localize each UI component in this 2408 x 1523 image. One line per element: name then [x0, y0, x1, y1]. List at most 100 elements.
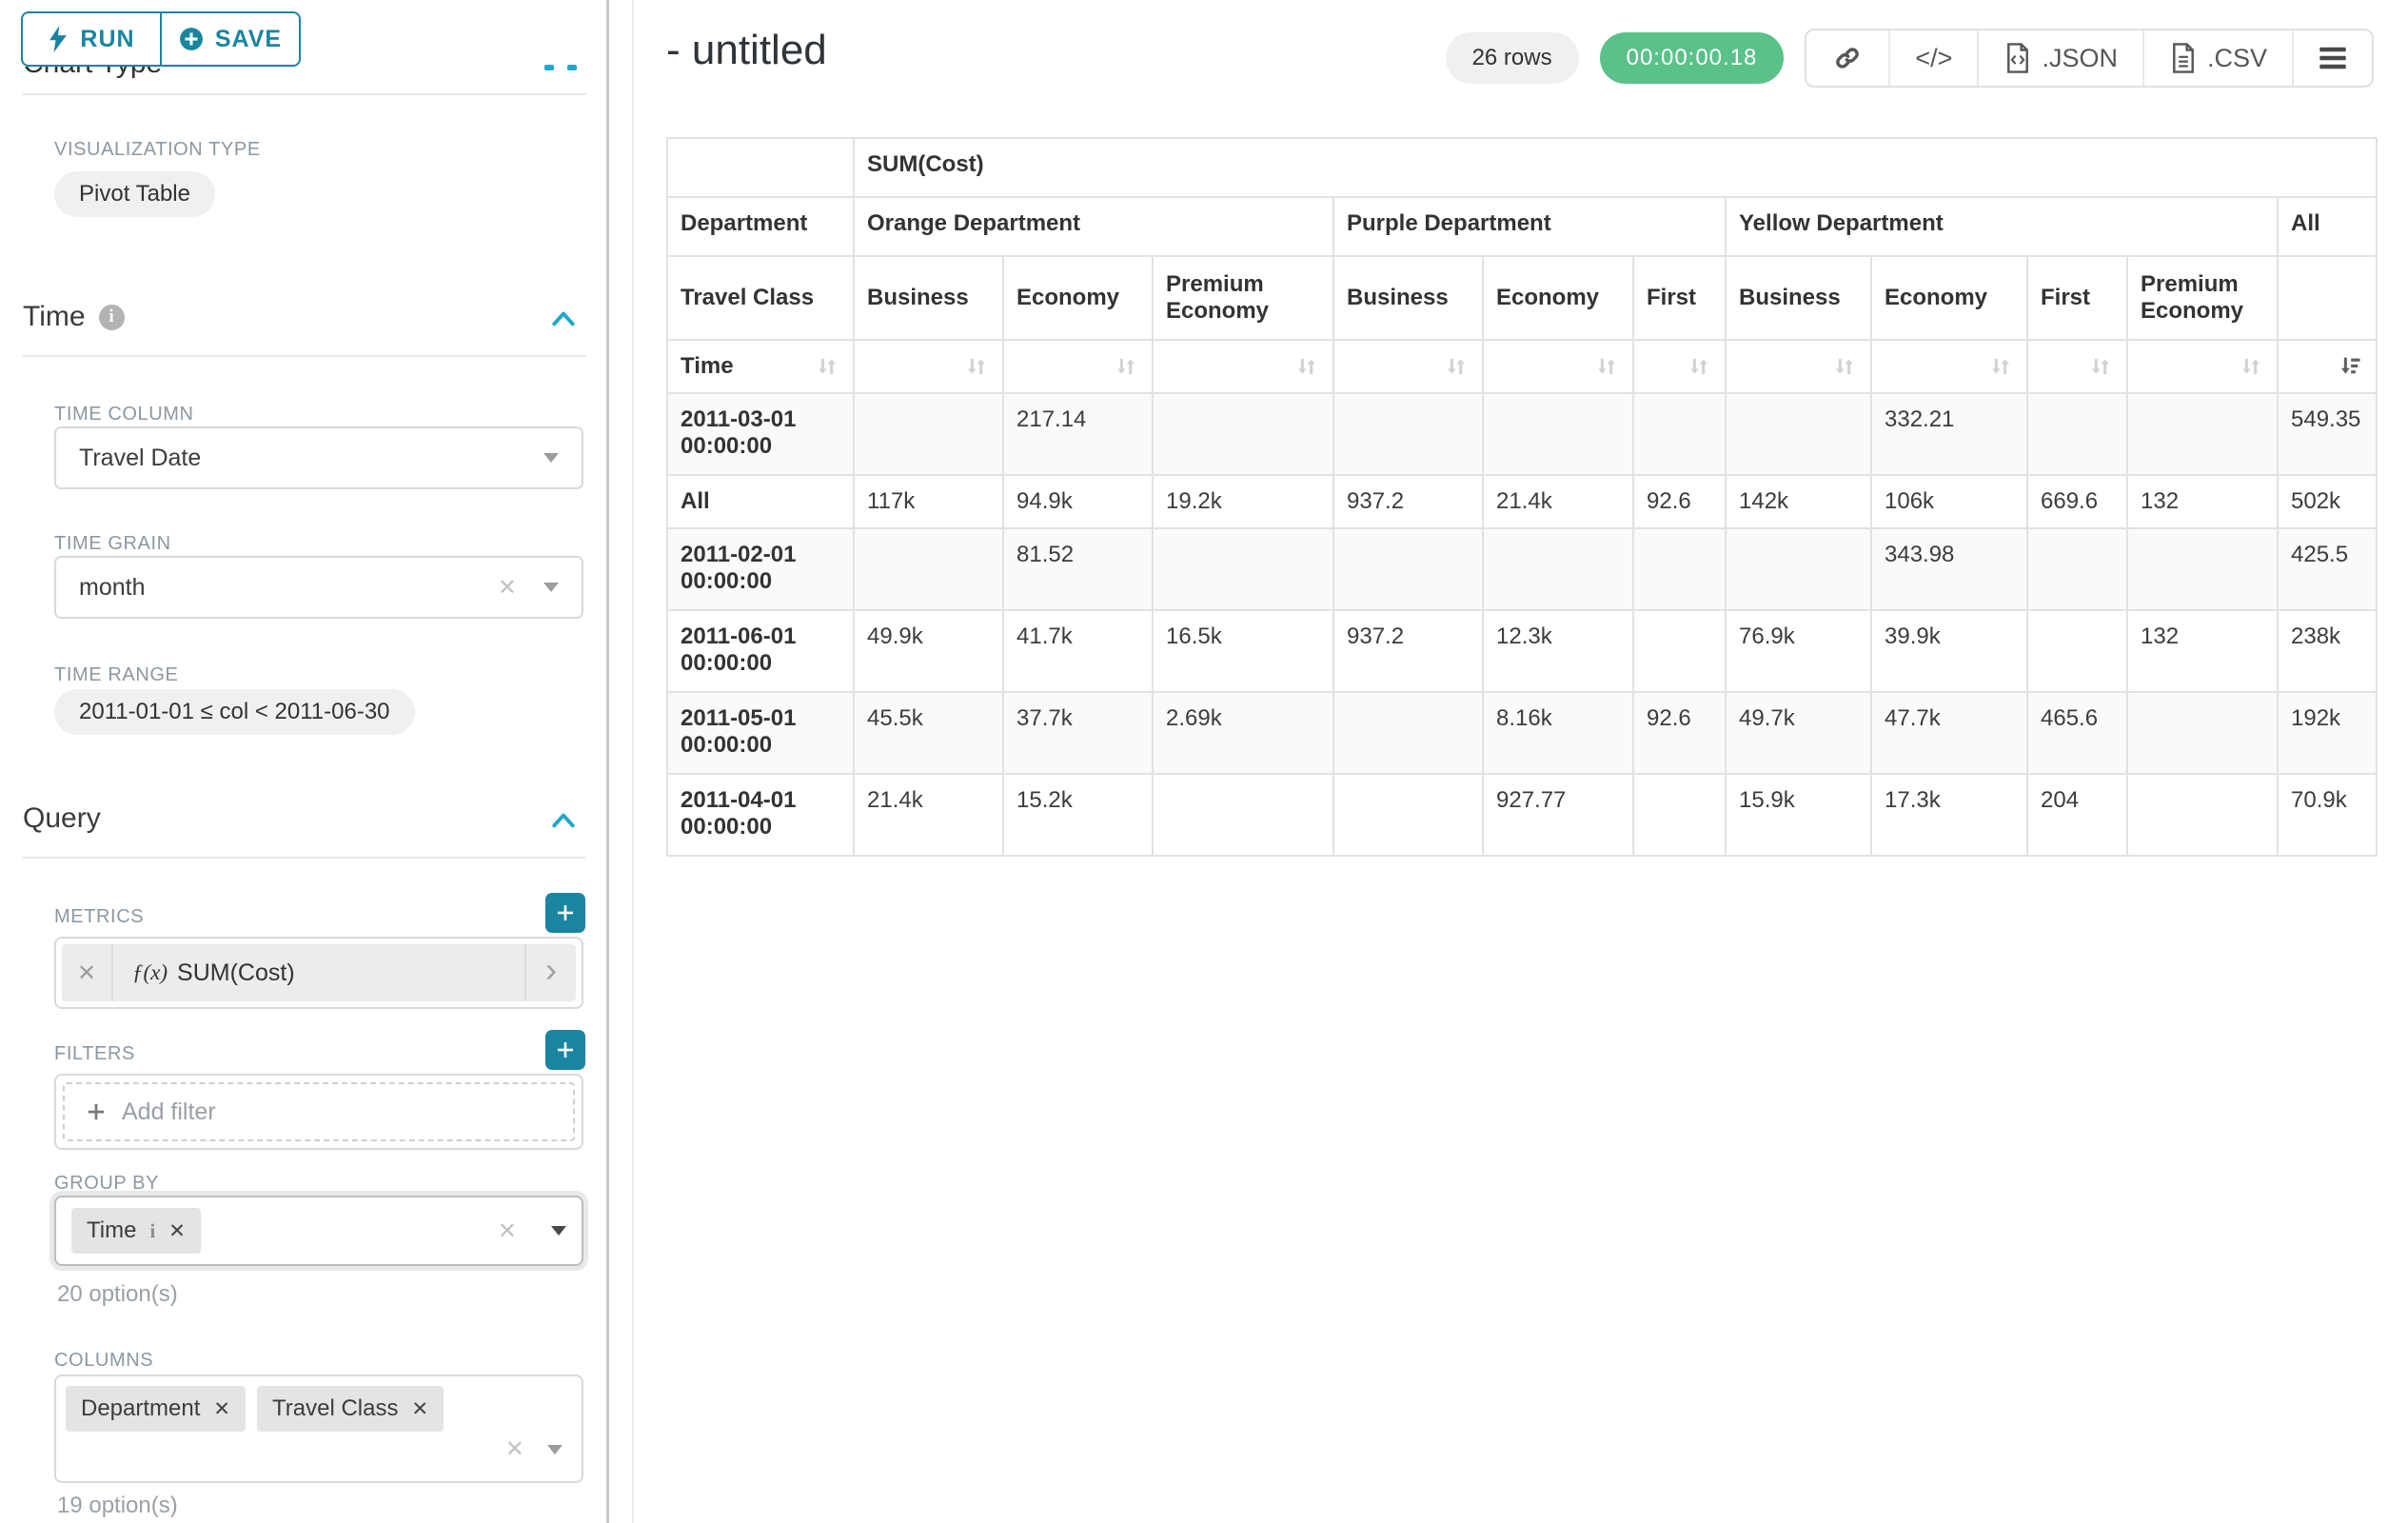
export-button-group: </> .JSON .CSV [1805, 29, 2374, 88]
clear-icon[interactable]: ✕ [504, 1436, 524, 1462]
value-cell: 39.9k [1870, 609, 2028, 693]
sort-icon[interactable] [1831, 353, 1858, 380]
column-sort-cell[interactable] [1725, 339, 1872, 394]
panel-divider [632, 0, 634, 1523]
sort-icon[interactable] [1987, 353, 2014, 380]
export-json-label: .JSON [2042, 43, 2118, 72]
plus-circle-icon [179, 28, 203, 50]
add-metric-button[interactable] [545, 893, 585, 933]
sort-icon[interactable] [1593, 353, 1620, 380]
row-label: All [666, 474, 855, 529]
value-cell: 2.69k [1152, 691, 1334, 775]
clear-icon[interactable]: ✕ [497, 574, 517, 601]
save-button[interactable]: SAVE [160, 11, 301, 67]
metric-pill[interactable]: ✕ ƒ(x) SUM(Cost) › [62, 944, 576, 1001]
column-sort-cell[interactable] [1152, 339, 1334, 394]
time-section-title: Time [23, 301, 86, 332]
time-grain-value: month [79, 573, 146, 601]
sort-icon[interactable] [1686, 353, 1712, 380]
column-sort-cell[interactable] [1632, 339, 1727, 394]
remove-pill-icon[interactable]: ✕ [411, 1397, 429, 1420]
column-sort-cell[interactable] [1332, 339, 1484, 394]
hamburger-icon [2319, 47, 2346, 69]
sort-icon[interactable] [963, 353, 990, 380]
department-group-header: Orange Department [853, 196, 1334, 257]
link-icon [1836, 48, 1860, 69]
value-cell: 106k [1870, 474, 2028, 529]
sort-desc-icon[interactable] [2337, 353, 2363, 380]
column-sort-cell[interactable] [1002, 339, 1154, 394]
clear-icon[interactable]: ✕ [497, 1217, 517, 1244]
columns-select[interactable]: Department ✕ Travel Class ✕ ✕ [54, 1375, 583, 1483]
row-label: 2011-05-01 00:00:00 [666, 691, 855, 775]
column-sort-cell[interactable] [1870, 339, 2028, 394]
plus-icon [558, 905, 573, 920]
value-cell: 81.52 [1002, 527, 1154, 611]
column-sort-cell[interactable] [2277, 339, 2378, 394]
file-code-icon [2007, 43, 2029, 73]
column-sort-cell[interactable] [2026, 339, 2128, 394]
sort-icon[interactable] [1443, 353, 1470, 380]
sidebar-scrollbar[interactable] [606, 0, 609, 1523]
column-sort-cell[interactable] [853, 339, 1004, 394]
pivot-table: SUM(Cost) Department Orange Department Pur… [666, 137, 2378, 857]
value-cell: 8.16k [1482, 691, 1634, 775]
time-grain-select[interactable]: month ✕ [54, 556, 583, 619]
metric-label: SUM(Cost) [177, 959, 295, 986]
time-axis-sort-cell[interactable]: Time [666, 339, 855, 394]
column-sort-cell[interactable] [2126, 339, 2279, 394]
run-save-button-group: RUN SAVE [21, 11, 301, 67]
add-filter-button[interactable]: Add filter [63, 1082, 575, 1141]
copy-link-button[interactable] [1806, 30, 1888, 86]
table-row: All 117k 94.9k 19.2k 937.2 21.4k 92.6 142k 106k 6… [666, 474, 2378, 529]
value-cell: 15.2k [1002, 773, 1154, 857]
export-csv-button[interactable]: .CSV [2142, 30, 2292, 86]
sort-icon[interactable] [1113, 353, 1139, 380]
clipped-icon-dot [567, 65, 577, 70]
collapse-chevron-up-icon[interactable] [550, 307, 577, 333]
sort-icon[interactable] [814, 353, 840, 380]
time-range-pill[interactable]: 2011-01-01 ≤ col < 2011-06-30 [54, 689, 415, 735]
value-cell [1332, 691, 1484, 775]
sort-icon[interactable] [2087, 353, 2114, 380]
chart-title[interactable]: - untitled [666, 27, 827, 73]
visualization-type-pill[interactable]: Pivot Table [54, 171, 215, 217]
sort-icon[interactable] [1293, 353, 1320, 380]
clipped-icon-dot [544, 65, 554, 70]
travel-class-header: First [2026, 255, 2128, 341]
query-section-header: Query [23, 802, 101, 835]
row-label: 2011-03-01 00:00:00 [666, 392, 855, 476]
collapse-chevron-up-icon[interactable] [550, 808, 577, 835]
value-cell: 927.77 [1482, 773, 1634, 857]
value-cell: 502k [2277, 474, 2378, 529]
expand-metric-chevron-icon[interactable]: › [524, 944, 576, 1001]
travel-class-header: Business [853, 255, 1004, 341]
value-cell [1332, 773, 1484, 857]
columns-label: COLUMNS [54, 1350, 154, 1371]
table-row: 2011-05-01 00:00:00 45.5k 37.7k 2.69k 8.16k 9… [666, 691, 2378, 775]
export-csv-label: .CSV [2206, 43, 2267, 72]
department-group-header: Purple Department [1332, 196, 1727, 257]
value-cell [1632, 527, 1727, 611]
export-json-button[interactable]: .JSON [1977, 30, 2142, 86]
column-sort-cell[interactable] [1482, 339, 1634, 394]
remove-pill-icon[interactable]: ✕ [168, 1219, 186, 1242]
run-button[interactable]: RUN [21, 11, 162, 67]
menu-button[interactable] [2292, 30, 2372, 86]
remove-metric-icon[interactable]: ✕ [62, 944, 113, 1001]
code-icon: </> [1915, 43, 1953, 72]
embed-code-button[interactable]: </> [1888, 30, 1977, 86]
time-column-select[interactable]: Travel Date [54, 426, 583, 489]
plus-icon [558, 1042, 573, 1058]
time-column-label: TIME COLUMN [54, 404, 194, 425]
chevron-down-icon [547, 1444, 563, 1454]
sort-icon[interactable] [2238, 353, 2264, 380]
value-cell: 132 [2126, 609, 2279, 693]
remove-pill-icon[interactable]: ✕ [213, 1397, 230, 1420]
department-group-header: All [2277, 196, 2378, 257]
travel-class-header-row: Travel Class Business Economy Premium Econo… [666, 255, 2378, 341]
value-cell [1632, 609, 1727, 693]
group-by-select[interactable]: Time i ✕ ✕ [54, 1196, 583, 1266]
table-row: 2011-04-01 00:00:00 21.4k 15.2k 927.77 15.9k… [666, 773, 2378, 857]
add-filter-plus-button[interactable] [545, 1030, 585, 1070]
